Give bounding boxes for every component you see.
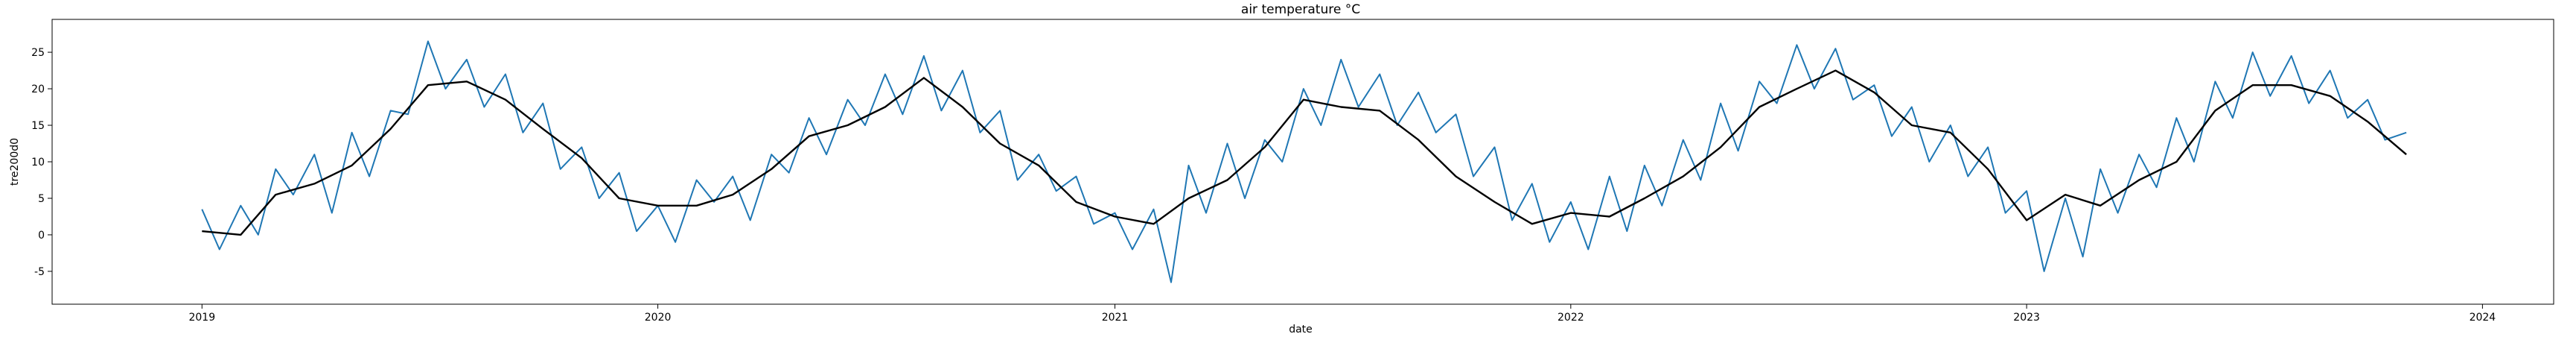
series-line-daily bbox=[201, 40, 2407, 283]
y-tick-label: 20 bbox=[31, 84, 45, 95]
y-tick-label: 0 bbox=[38, 230, 45, 242]
y-axis: -5 0 5 10 15 20 25 bbox=[31, 47, 52, 278]
x-tick-label: 2024 bbox=[2470, 312, 2496, 324]
x-tick-label: 2021 bbox=[1102, 312, 1129, 324]
y-tick-label: 10 bbox=[31, 157, 45, 168]
series-line-smoothed bbox=[202, 69, 2407, 236]
x-tick-label: 2023 bbox=[2013, 312, 2040, 324]
y-tick-label: 25 bbox=[31, 47, 45, 59]
x-tick-label: 2020 bbox=[645, 312, 672, 324]
x-tick-label: 2019 bbox=[188, 312, 215, 324]
y-tick-label: -5 bbox=[34, 266, 45, 278]
y-axis-label: tre200d0 bbox=[9, 138, 21, 186]
x-axis: 2019 2020 2021 2022 2023 2024 bbox=[188, 304, 2496, 324]
x-axis-label: date bbox=[1289, 324, 1313, 336]
series-layer bbox=[201, 40, 2407, 283]
y-tick-label: 5 bbox=[38, 193, 45, 205]
x-tick-label: 2022 bbox=[1558, 312, 1584, 324]
y-tick-label: 15 bbox=[31, 120, 45, 132]
chart-title: air temperature °C bbox=[1241, 2, 1360, 17]
